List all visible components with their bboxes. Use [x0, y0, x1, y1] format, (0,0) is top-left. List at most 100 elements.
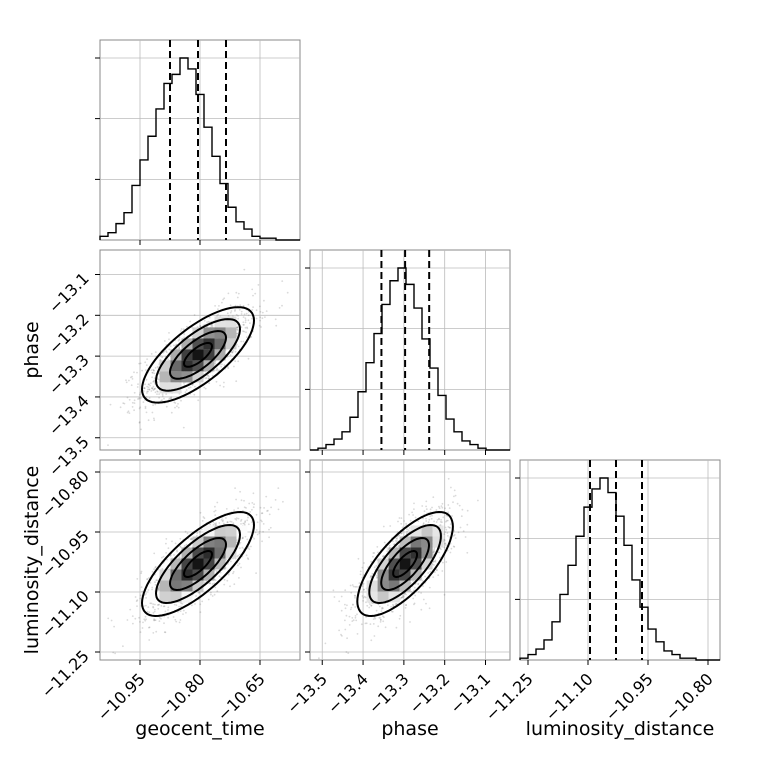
scatter-point	[401, 596, 403, 599]
scatter-point	[216, 501, 219, 504]
scatter-point	[253, 537, 256, 540]
scatter-point	[237, 345, 240, 348]
scatter-point	[158, 393, 161, 395]
scatter-point	[161, 399, 163, 402]
scatter-point	[163, 605, 166, 608]
scatter-point	[251, 502, 254, 504]
scatter-point	[170, 411, 173, 414]
scatter-point	[217, 308, 219, 310]
scatter-point	[244, 319, 247, 322]
scatter-point	[219, 571, 222, 574]
scatter-point	[153, 619, 156, 622]
scatter-point	[410, 590, 413, 593]
scatter-point	[131, 615, 134, 617]
x-axis-label-geocent-time: geocent_time	[135, 718, 264, 740]
scatter-point	[398, 517, 401, 519]
scatter-point	[153, 379, 156, 382]
x-tick-label: −11.25	[482, 669, 537, 724]
scatter-point	[459, 526, 462, 529]
scatter-point	[243, 506, 246, 509]
density-cell	[377, 580, 389, 592]
scatter-point	[144, 615, 147, 618]
density-cell	[388, 547, 400, 559]
scatter-point	[352, 619, 355, 622]
scatter-point	[168, 338, 170, 341]
scatter-point	[436, 569, 438, 572]
scatter-point	[344, 607, 347, 610]
scatter-point	[172, 616, 175, 618]
density-cell	[399, 536, 411, 548]
scatter-point	[214, 579, 217, 581]
scatter-point	[190, 538, 192, 540]
scatter-point	[144, 361, 147, 364]
density-cell	[181, 558, 193, 570]
scatter-point	[417, 520, 420, 523]
scatter-point	[432, 550, 435, 552]
scatter-point	[211, 583, 214, 585]
scatter-point	[143, 387, 146, 389]
y-axis-label-phase: phase	[21, 321, 43, 378]
scatter-point	[370, 560, 373, 563]
density-cell	[366, 580, 378, 592]
scatter-point	[417, 582, 420, 585]
scatter-point	[372, 618, 375, 620]
scatter-point	[406, 532, 408, 535]
scatter-point	[377, 551, 379, 554]
hist-panel-luminosity_distance	[515, 459, 721, 665]
scatter-point	[355, 619, 358, 622]
scatter-point	[222, 519, 224, 522]
scatter-point	[147, 589, 150, 591]
scatter-point	[348, 615, 351, 618]
scatter-point	[179, 556, 181, 559]
scatter-point	[453, 534, 456, 536]
scatter-point	[363, 595, 366, 598]
scatter-point	[434, 560, 437, 563]
density-cell	[214, 327, 226, 339]
scatter-point	[216, 368, 219, 371]
scatter-point	[144, 383, 147, 386]
scatter-point	[158, 589, 160, 591]
scatter-point	[210, 591, 212, 594]
scatter-point	[176, 549, 178, 552]
scatter-point	[344, 603, 346, 606]
scatter-point	[446, 519, 449, 522]
scatter-point	[452, 545, 455, 548]
scatter-point	[242, 340, 245, 343]
scatter-point	[362, 588, 365, 591]
scatter-point	[183, 544, 186, 547]
scatter-point	[240, 523, 242, 525]
x-tick-label: −11.10	[542, 669, 597, 724]
scatter-point	[422, 598, 425, 601]
x-tick-label: −13.5	[283, 669, 331, 717]
scatter-point	[130, 384, 133, 387]
scatter-point	[399, 614, 402, 617]
scatter-point	[183, 336, 186, 339]
scatter-point	[119, 406, 122, 409]
scatter-point	[433, 520, 435, 523]
scatter-point	[165, 405, 168, 408]
scatter-point	[436, 519, 439, 521]
scatter-point	[107, 617, 110, 620]
scatter-point	[197, 399, 200, 402]
scatter-point	[356, 633, 359, 635]
scatter-point	[429, 515, 431, 518]
scatter-point	[207, 374, 210, 377]
scatter-point	[199, 325, 202, 327]
scatter-point	[152, 632, 155, 634]
scatter-point	[413, 586, 416, 589]
scatter-point	[340, 633, 342, 636]
scatter-panel-geocent_time-phase	[95, 249, 301, 455]
scatter-point	[129, 608, 132, 611]
scatter-point	[165, 393, 168, 395]
scatter-point	[225, 558, 228, 561]
scatter-point	[153, 568, 156, 571]
scatter-point	[182, 609, 185, 612]
scatter-point	[268, 528, 270, 531]
density-cell	[192, 371, 204, 383]
scatter-point	[405, 604, 407, 606]
scatter-point	[186, 325, 188, 328]
scatter-point	[237, 360, 240, 363]
scatter-point	[227, 573, 230, 576]
scatter-point	[196, 532, 199, 535]
scatter-point	[255, 529, 258, 531]
